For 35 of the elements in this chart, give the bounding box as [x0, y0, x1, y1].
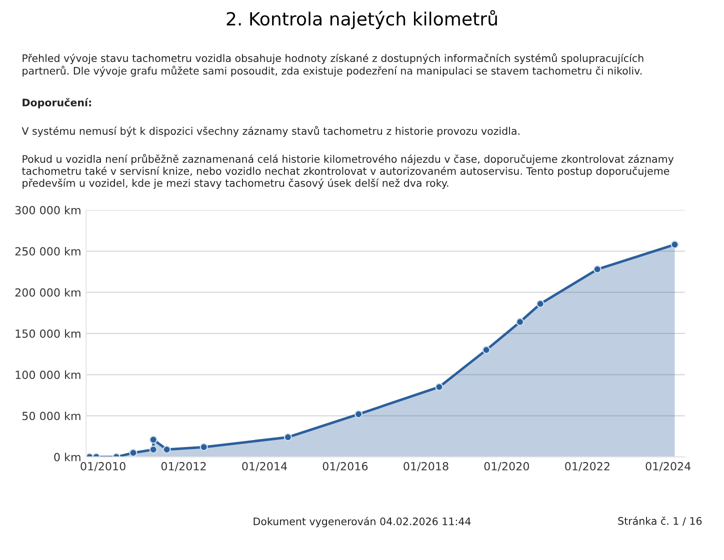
- text: Dokument vygenerován 04.02.2026 11:44: [254, 516, 471, 528]
- point: [536, 300, 544, 308]
- x-tick-label: 01/2020: [484, 462, 529, 472]
- point: [149, 436, 158, 444]
- text: Pokud u vozidla není průběžně zaznamenaná celá historie kilometrového nájezdu v čase, doporučujeme zkontrolovat záznamy tachometru také v servisní knize, nebo vozidlo nechat zkontrolovat v autorizovaném autoservisu. Tento postup doporučujeme především u vozidel, kde je mezi stavy tachometru časový úsek delší než dva roky.: [22, 154, 674, 189]
- x-tick-label: 01/2012: [161, 462, 206, 472]
- point: [129, 448, 138, 457]
- x-tick-label: 01/2018: [404, 462, 448, 472]
- x-tick-label: 01/2024: [646, 462, 691, 472]
- text: Přehled vývoje stavu tachometru vozidla obsahuje hodnoty získané z dostupných informačních systémů spolupracujících partnerů. Dle vývoje grafu můžete sami posoudit, zda existuje podezření na manipulaci se stavem tachometru či nikoliv.: [22, 53, 644, 77]
- point: [670, 240, 679, 249]
- x-tick-label: 01/2010: [80, 462, 126, 472]
- y-tick-label: 250 000 km: [15, 246, 80, 256]
- x-tick-label: 01/2022: [565, 462, 610, 472]
- text: V systému nemusí být k dispozici všechny záznamy stavů tachometru z historie provozu vozidla.: [22, 126, 520, 137]
- text: Stránka č. 1 / 16: [618, 516, 702, 526]
- point: [435, 382, 444, 392]
- point: [162, 446, 171, 454]
- point: [593, 265, 602, 274]
- x-tick-label: 01/2014: [242, 462, 287, 472]
- text: Doporučení:: [22, 98, 91, 108]
- y-tick-label: 50 000 km: [22, 412, 80, 420]
- point: [482, 346, 490, 354]
- y-tick-label: 100 000 km: [16, 370, 80, 380]
- y-tick-label: 300 000 km: [15, 206, 80, 214]
- point: [516, 318, 524, 326]
- y-tick-label: 200 000 km: [15, 288, 80, 297]
- point: [284, 433, 292, 442]
- y-tick-label: 150 000 km: [16, 329, 80, 338]
- y-tick-label: 0 km: [54, 452, 80, 462]
- point: [354, 410, 363, 418]
- x-tick-label: 01/2016: [322, 462, 368, 472]
- point: [149, 446, 158, 454]
- chart-title: 2. Kontrola najetých kilometrů: [226, 10, 497, 30]
- point: [200, 443, 208, 452]
